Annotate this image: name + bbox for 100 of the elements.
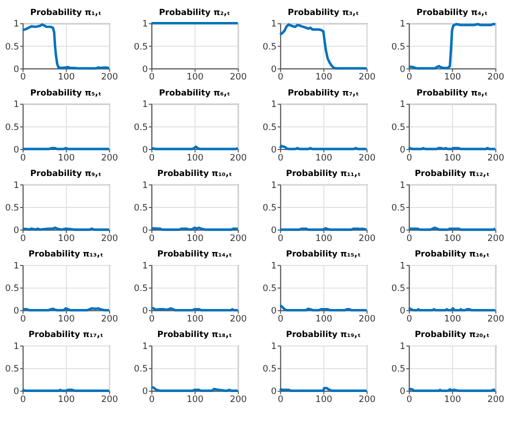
chart-title: Probability π₃,ₜ [288,6,359,17]
y-tick-label: 1 [400,20,406,30]
y-tick-label: 0.5 [262,284,277,294]
y-tick-label: 0 [271,387,278,398]
y-tick-label: 1 [400,100,406,110]
y-tick-label: 0 [400,145,406,156]
y-tick-label: 1 [400,180,406,191]
x-tick-label: 100 [58,395,76,406]
y-tick-label: 1 [142,20,148,30]
x-tick-label: 0 [406,153,413,164]
x-tick-label: 0 [20,72,26,83]
line-series [278,23,368,70]
x-tick-label: 100 [444,395,462,406]
x-tick-label: 0 [20,395,26,406]
x-tick-label: 0 [278,153,284,164]
x-tick-label: 0 [149,395,156,406]
x-tick-label: 0 [406,314,413,324]
x-tick-label: 200 [358,234,376,244]
x-tick-label: 200 [358,314,376,324]
y-tick-label: 0 [142,64,148,75]
x-tick-label: 100 [444,72,462,83]
y-tick-label: 1 [14,100,20,110]
y-tick-label: 0.5 [5,122,20,133]
y-tick-label: 0.5 [134,203,148,214]
y-tick-label: 0.5 [5,284,20,294]
x-tick-label: 200 [230,234,248,244]
x-tick-label: 0 [406,72,413,83]
x-tick-label: 100 [315,395,333,406]
y-tick-label: 0 [142,226,148,236]
chart-title: Probability π₁₈,ₜ [157,329,232,340]
y-tick-label: 1 [271,342,277,352]
x-tick-label: 100 [444,314,462,324]
y-tick-label: 1 [142,180,148,191]
chart-title: Probability π₆,ₜ [159,87,230,98]
y-tick-label: 0.5 [391,42,406,52]
x-tick-label: 100 [186,153,204,164]
y-tick-label: 0.5 [391,284,406,294]
y-tick-label: 0.5 [134,122,148,133]
x-tick-label: 200 [487,72,505,83]
x-tick-label: 0 [278,234,284,244]
x-tick-label: 200 [101,314,118,324]
y-tick-label: 1 [14,261,20,272]
chart-title: Probability π₄,ₜ [416,6,488,17]
x-tick-label: 0 [406,395,413,406]
x-tick-label: 200 [230,153,248,164]
x-tick-label: 100 [315,314,333,324]
x-tick-label: 0 [149,234,156,244]
x-tick-label: 200 [101,395,118,406]
y-tick-label: 0 [400,306,406,317]
chart-title: Probability π₈,ₜ [416,87,488,98]
chart-title: Probability π₅,ₜ [30,87,102,98]
y-tick-label: 0 [14,306,20,317]
x-tick-label: 200 [487,234,505,244]
chart-title: Probability π₁₇,ₜ [28,329,104,340]
y-tick-label: 1 [142,342,148,352]
y-tick-label: 0 [400,64,406,75]
x-tick-label: 100 [444,153,462,164]
y-tick-label: 1 [14,20,20,30]
y-tick-label: 1 [271,180,277,191]
chart-title: Probability π₁₄,ₜ [157,248,232,259]
x-tick-label: 200 [230,314,248,324]
x-tick-label: 0 [278,314,284,324]
x-tick-label: 200 [487,153,505,164]
x-tick-label: 200 [101,72,118,83]
y-tick-label: 0 [400,226,406,236]
x-tick-label: 100 [58,153,76,164]
y-tick-label: 1 [14,180,20,191]
x-tick-label: 0 [149,153,156,164]
y-tick-label: 0 [14,226,20,236]
line-series [408,22,497,70]
x-tick-label: 0 [20,234,26,244]
y-tick-label: 1 [271,20,277,30]
y-tick-label: 0.5 [391,364,406,375]
x-tick-label: 100 [58,72,76,83]
y-tick-label: 0.5 [391,203,406,214]
x-tick-label: 200 [487,395,505,406]
chart-title: Probability π₁₅,ₜ [286,248,361,259]
x-tick-label: 0 [406,234,413,244]
x-tick-label: 200 [101,153,118,164]
x-tick-label: 0 [278,395,284,406]
x-tick-label: 200 [358,153,376,164]
y-tick-label: 0.5 [5,364,20,375]
y-tick-label: 0.5 [262,42,277,52]
x-tick-label: 100 [444,234,462,244]
y-tick-label: 1 [14,342,20,352]
y-tick-label: 0 [142,387,148,398]
y-tick-label: 0.5 [391,122,406,133]
x-tick-label: 200 [101,234,118,244]
y-tick-label: 0.5 [262,122,277,133]
x-tick-label: 0 [278,72,284,83]
x-tick-label: 200 [230,72,248,83]
chart-title: Probability π₁₁,ₜ [286,168,361,178]
x-tick-label: 200 [487,314,505,324]
chart-title: Probability π₁₂,ₜ [414,168,490,178]
y-tick-label: 0 [142,145,148,156]
y-tick-label: 0.5 [134,284,148,294]
y-tick-label: 0 [14,145,20,156]
x-tick-label: 200 [358,72,376,83]
x-tick-label: 200 [358,395,376,406]
x-tick-label: 100 [58,314,76,324]
